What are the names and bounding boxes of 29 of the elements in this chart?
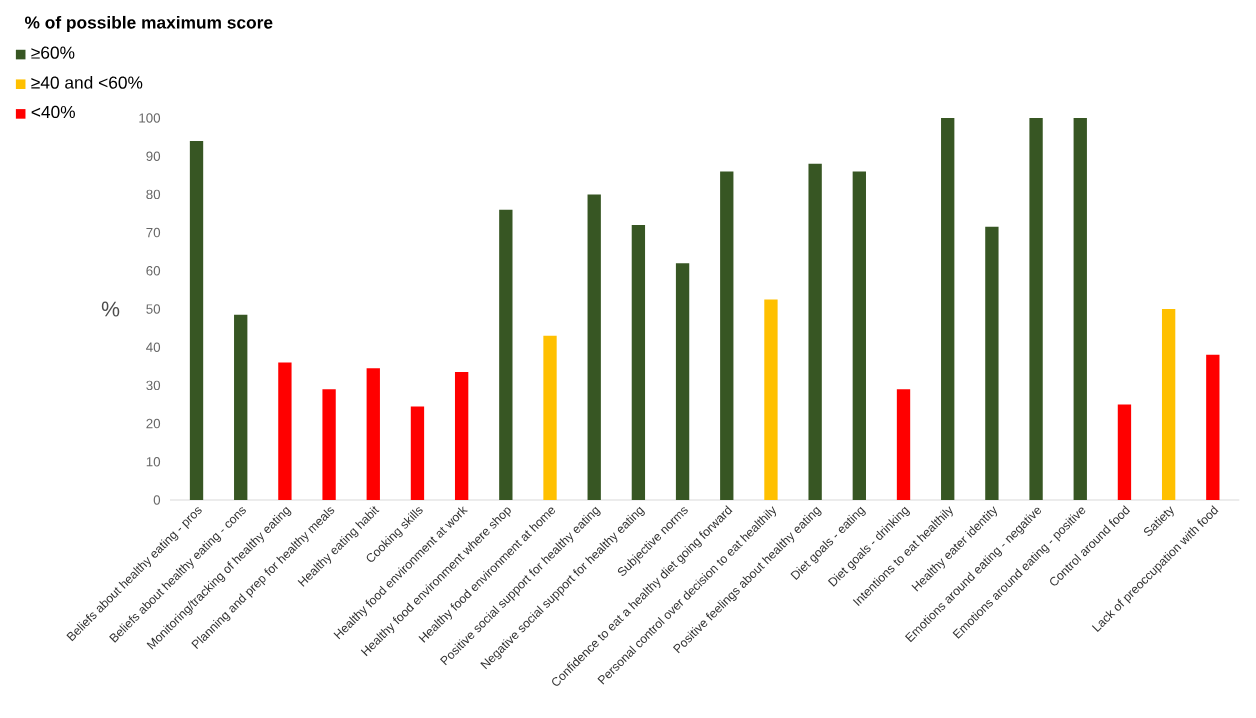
bar	[764, 299, 778, 500]
bar	[543, 335, 557, 500]
bar	[1117, 404, 1132, 500]
bar	[675, 263, 690, 500]
bar	[631, 224, 646, 500]
bar	[852, 171, 866, 500]
bar	[189, 140, 204, 500]
legend-label: <40%	[31, 105, 75, 119]
bar	[941, 117, 955, 500]
bar	[720, 171, 734, 500]
bar	[808, 163, 822, 500]
bar	[454, 372, 469, 500]
bar	[322, 389, 336, 500]
bar	[1161, 308, 1176, 500]
bar	[278, 362, 292, 500]
bar	[410, 406, 425, 500]
bar	[1029, 117, 1043, 500]
bar	[896, 389, 911, 500]
bar	[1206, 354, 1220, 500]
legend-title: % of possible maximum score	[24, 15, 273, 33]
bar	[366, 368, 380, 500]
bar	[1073, 117, 1087, 500]
legend-label: ≥60%	[31, 46, 75, 59]
y-axis-title: %	[101, 301, 120, 317]
bar	[587, 194, 601, 500]
bar	[499, 209, 513, 500]
legend-label: ≥40 and <60%	[31, 75, 143, 89]
bar	[234, 314, 248, 500]
bar	[985, 226, 999, 500]
